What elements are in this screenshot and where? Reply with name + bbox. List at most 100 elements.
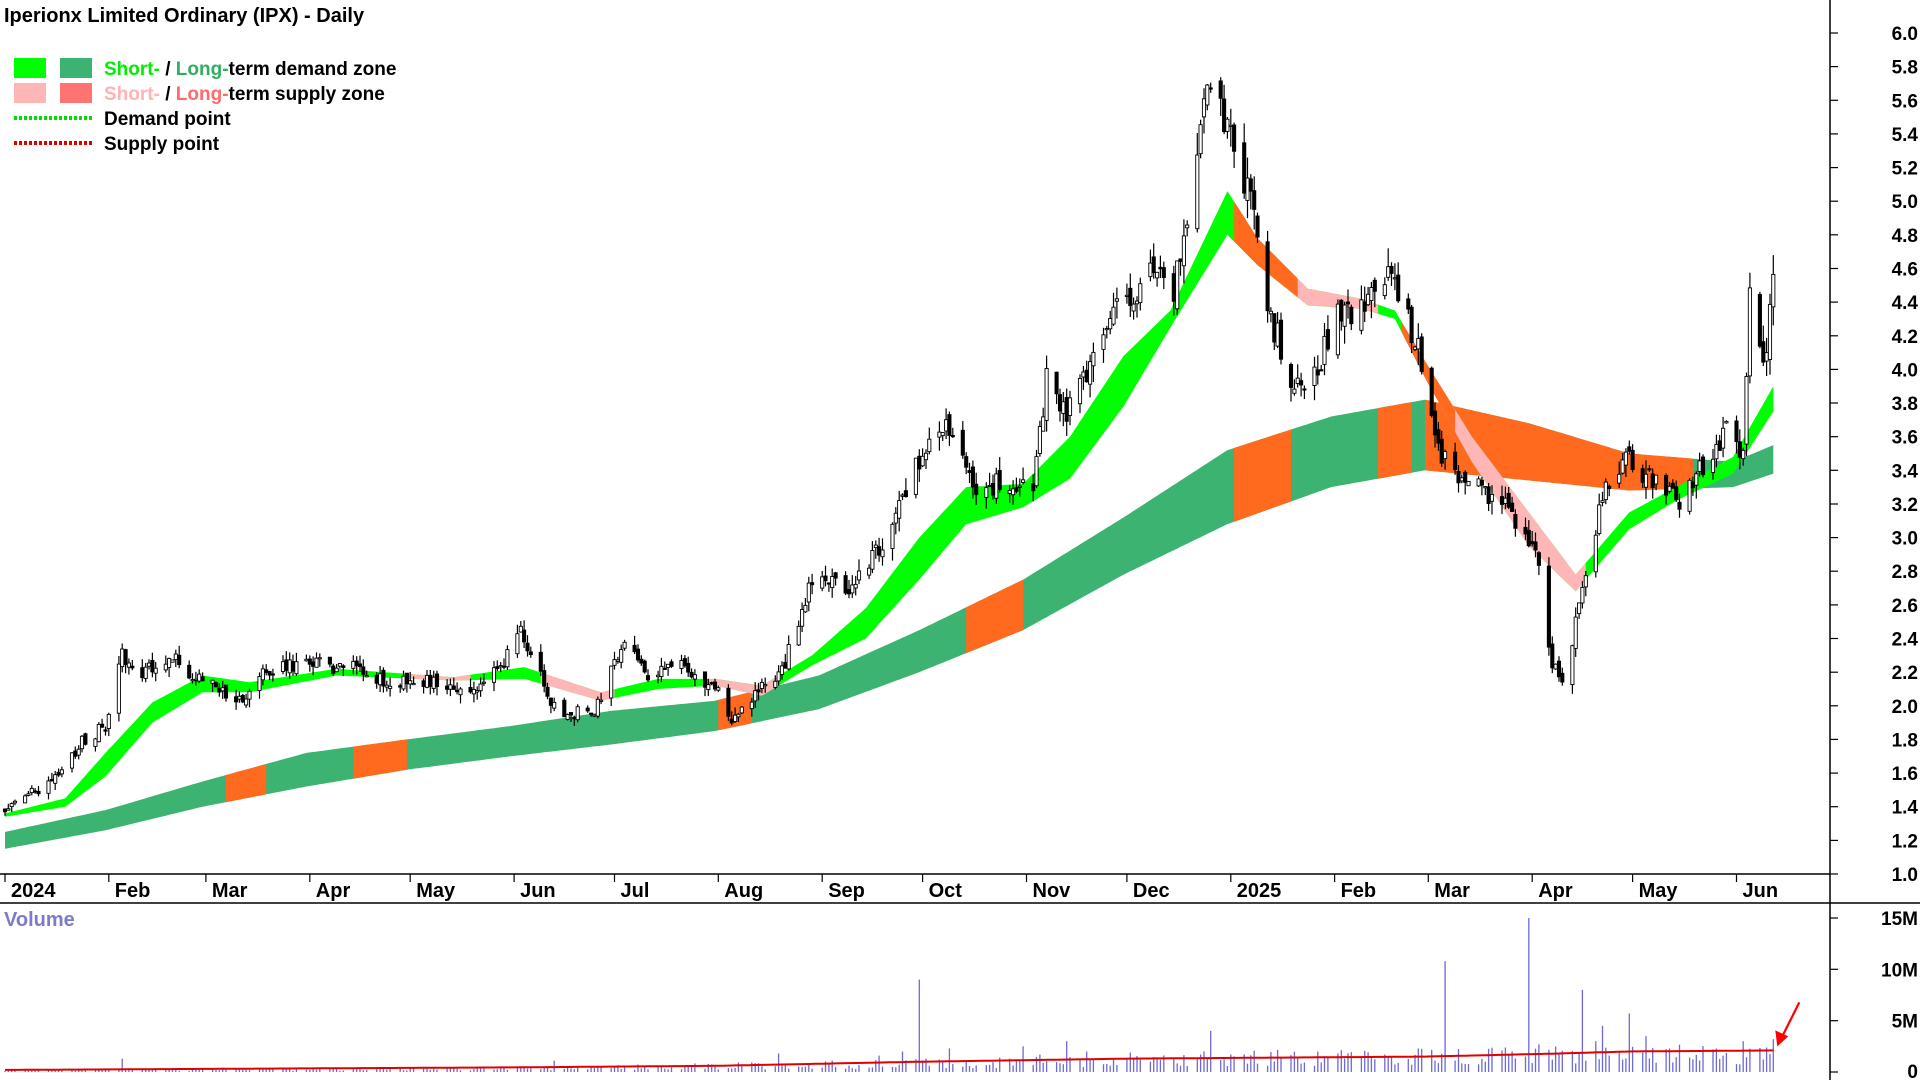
candle — [270, 668, 275, 682]
candle-body-up — [622, 641, 627, 649]
candle-body-up — [1573, 616, 1578, 649]
candle-body-up — [79, 735, 85, 750]
candle-body-down — [1734, 420, 1739, 443]
candle-body-up — [384, 684, 389, 688]
price-tick-label: 3.8 — [1892, 394, 1918, 415]
candle — [6, 803, 11, 811]
candle — [1242, 123, 1247, 199]
candle-body-down — [964, 456, 969, 468]
candle — [1489, 485, 1495, 515]
candle — [1302, 385, 1307, 399]
candle — [856, 559, 862, 585]
candle — [1419, 333, 1424, 375]
candle-body-down — [1014, 487, 1019, 492]
candle-body-up — [237, 695, 242, 700]
candle-body-down — [270, 673, 275, 676]
candle — [1443, 449, 1448, 470]
candle-body-down — [1627, 446, 1632, 452]
candle-body-up — [615, 659, 620, 662]
candle — [458, 687, 463, 704]
candle-body-down — [2, 808, 8, 813]
candle-body-down — [1218, 80, 1223, 99]
price-tick-label: 4.8 — [1892, 226, 1918, 247]
candle-body-down — [1128, 287, 1133, 306]
time-tick-label: Dec — [1133, 880, 1170, 902]
candle-body-up — [900, 494, 905, 497]
candle — [1714, 434, 1719, 468]
candle — [1319, 364, 1324, 372]
candle — [1453, 442, 1458, 475]
candle-body-down — [1607, 485, 1612, 490]
candle-body-down — [501, 665, 507, 668]
zone-bands — [5, 191, 1774, 849]
candle-body-down — [1523, 526, 1528, 535]
candle — [1667, 481, 1672, 494]
candle-body-up — [498, 665, 503, 668]
legend-label-part: term demand zone — [229, 59, 397, 80]
candle-body-up — [471, 689, 476, 695]
candle — [779, 661, 785, 680]
candle-body-down — [877, 546, 882, 556]
candle — [1771, 255, 1776, 326]
candle-body-up — [592, 714, 597, 717]
candle-body-up — [923, 452, 929, 461]
candle — [726, 684, 731, 721]
candle — [1664, 473, 1669, 505]
candle-body-up — [1295, 377, 1300, 384]
candle — [1265, 230, 1270, 323]
candle — [1054, 371, 1059, 404]
candle — [518, 621, 523, 633]
candle — [1463, 470, 1468, 495]
candle — [800, 602, 805, 632]
legend-row: Supply point — [14, 134, 220, 155]
candle-body-down — [1288, 364, 1294, 388]
candle — [538, 644, 543, 676]
volume-label: Volume — [4, 909, 75, 931]
long-term-supply-zone-5 — [1378, 402, 1412, 479]
candle-body-down — [645, 675, 651, 681]
candle-body-up — [1155, 271, 1160, 279]
candle-body-up — [575, 706, 580, 721]
price-tick-label: 1.0 — [1892, 865, 1918, 886]
candle — [150, 652, 155, 678]
candle-body-down — [495, 666, 500, 670]
candle-body-down — [997, 470, 1002, 490]
candle-body-up — [1205, 84, 1210, 106]
candle — [327, 656, 332, 668]
candle-body-down — [1396, 274, 1401, 302]
candle-body-up — [1724, 420, 1729, 424]
candle-body-down — [1560, 672, 1565, 683]
candle-body-up — [1134, 300, 1140, 305]
candle — [1382, 277, 1387, 300]
candle-body-up — [619, 649, 624, 663]
candle-body-up — [193, 678, 198, 681]
candle-body-down — [1761, 341, 1766, 363]
candle-body-up — [1697, 460, 1702, 472]
candle-body-up — [656, 674, 661, 678]
legend-label-part: term supply zone — [229, 84, 385, 105]
candle-body-up — [1108, 318, 1113, 330]
legend-label: Short- / Long-term supply zone — [104, 84, 385, 105]
candle-body-down — [1272, 313, 1277, 343]
candle-body-down — [528, 651, 533, 656]
candle-body-down — [589, 712, 594, 715]
candle-body-down — [357, 663, 363, 668]
candle-body-down — [639, 658, 644, 664]
candle-body-down — [1530, 541, 1535, 545]
candle — [796, 620, 801, 646]
candle — [1757, 291, 1762, 349]
candle — [317, 653, 322, 667]
candle — [753, 682, 758, 708]
candle-body-down — [234, 696, 239, 703]
candle — [870, 541, 875, 574]
candle-body-down — [1674, 486, 1679, 501]
candle-body-down — [1533, 541, 1538, 551]
candle — [850, 575, 855, 598]
legend-label: Supply point — [104, 134, 220, 155]
candle — [46, 776, 51, 800]
candle-body-up — [716, 687, 721, 691]
candle-body-up — [759, 682, 764, 689]
candle — [1011, 480, 1016, 505]
candle-body-down — [662, 667, 667, 670]
candle-body-down — [123, 649, 128, 665]
